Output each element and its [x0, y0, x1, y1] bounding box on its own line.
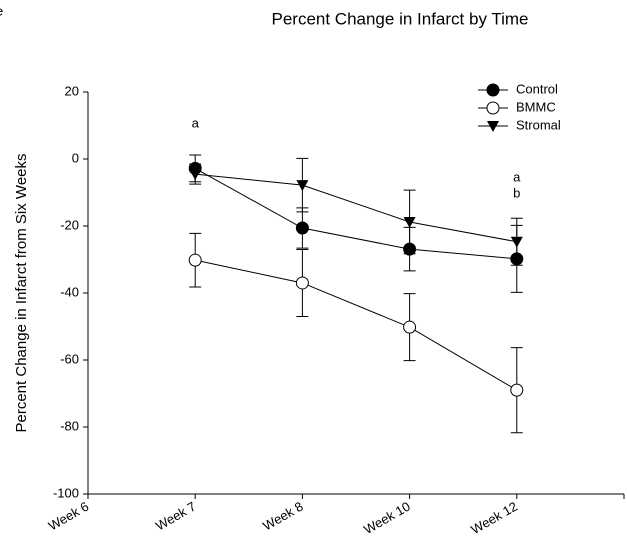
legend-marker	[486, 83, 500, 97]
legend-marker	[487, 121, 499, 132]
data-point	[510, 383, 524, 397]
data-point	[403, 242, 417, 256]
x-tick-label: Week 12	[468, 499, 520, 538]
data-point	[295, 276, 309, 290]
series-line	[195, 259, 518, 391]
annotation: b	[513, 185, 520, 200]
y-tick-label: -40	[60, 284, 79, 299]
data-point	[296, 180, 309, 192]
data-point	[403, 320, 417, 334]
x-tick-label: Week 10	[361, 499, 413, 538]
series-line	[195, 173, 517, 243]
y-tick-label: -20	[60, 217, 79, 232]
y-tick-label: 20	[65, 83, 79, 98]
annotation: a	[513, 169, 521, 184]
x-tick-label: Week 6	[46, 499, 91, 534]
legend-label: BMMC	[516, 99, 556, 114]
chart-title: Percent Change in Infarct by Time	[271, 9, 528, 28]
data-point	[510, 236, 523, 248]
y-axis-label: Percent Change in Infarct from Six Weeks	[13, 153, 30, 432]
x-tick-label: Week 8	[260, 499, 305, 534]
y-tick-label: -100	[53, 485, 79, 500]
y-tick-label: 0	[72, 150, 79, 165]
data-point	[188, 253, 202, 267]
annotation: a	[192, 115, 200, 130]
y-tick-label: -80	[60, 418, 79, 433]
legend-marker	[486, 101, 500, 115]
data-point	[189, 169, 202, 181]
data-point	[403, 216, 416, 228]
legend-label: Control	[516, 81, 558, 96]
cropped-text: e	[0, 3, 3, 18]
legend-label: Stromal	[516, 117, 561, 132]
x-tick-label: Week 7	[153, 499, 198, 534]
y-tick-label: -60	[60, 351, 79, 366]
series-line	[194, 167, 517, 260]
data-point	[510, 252, 524, 266]
data-point	[295, 221, 309, 235]
